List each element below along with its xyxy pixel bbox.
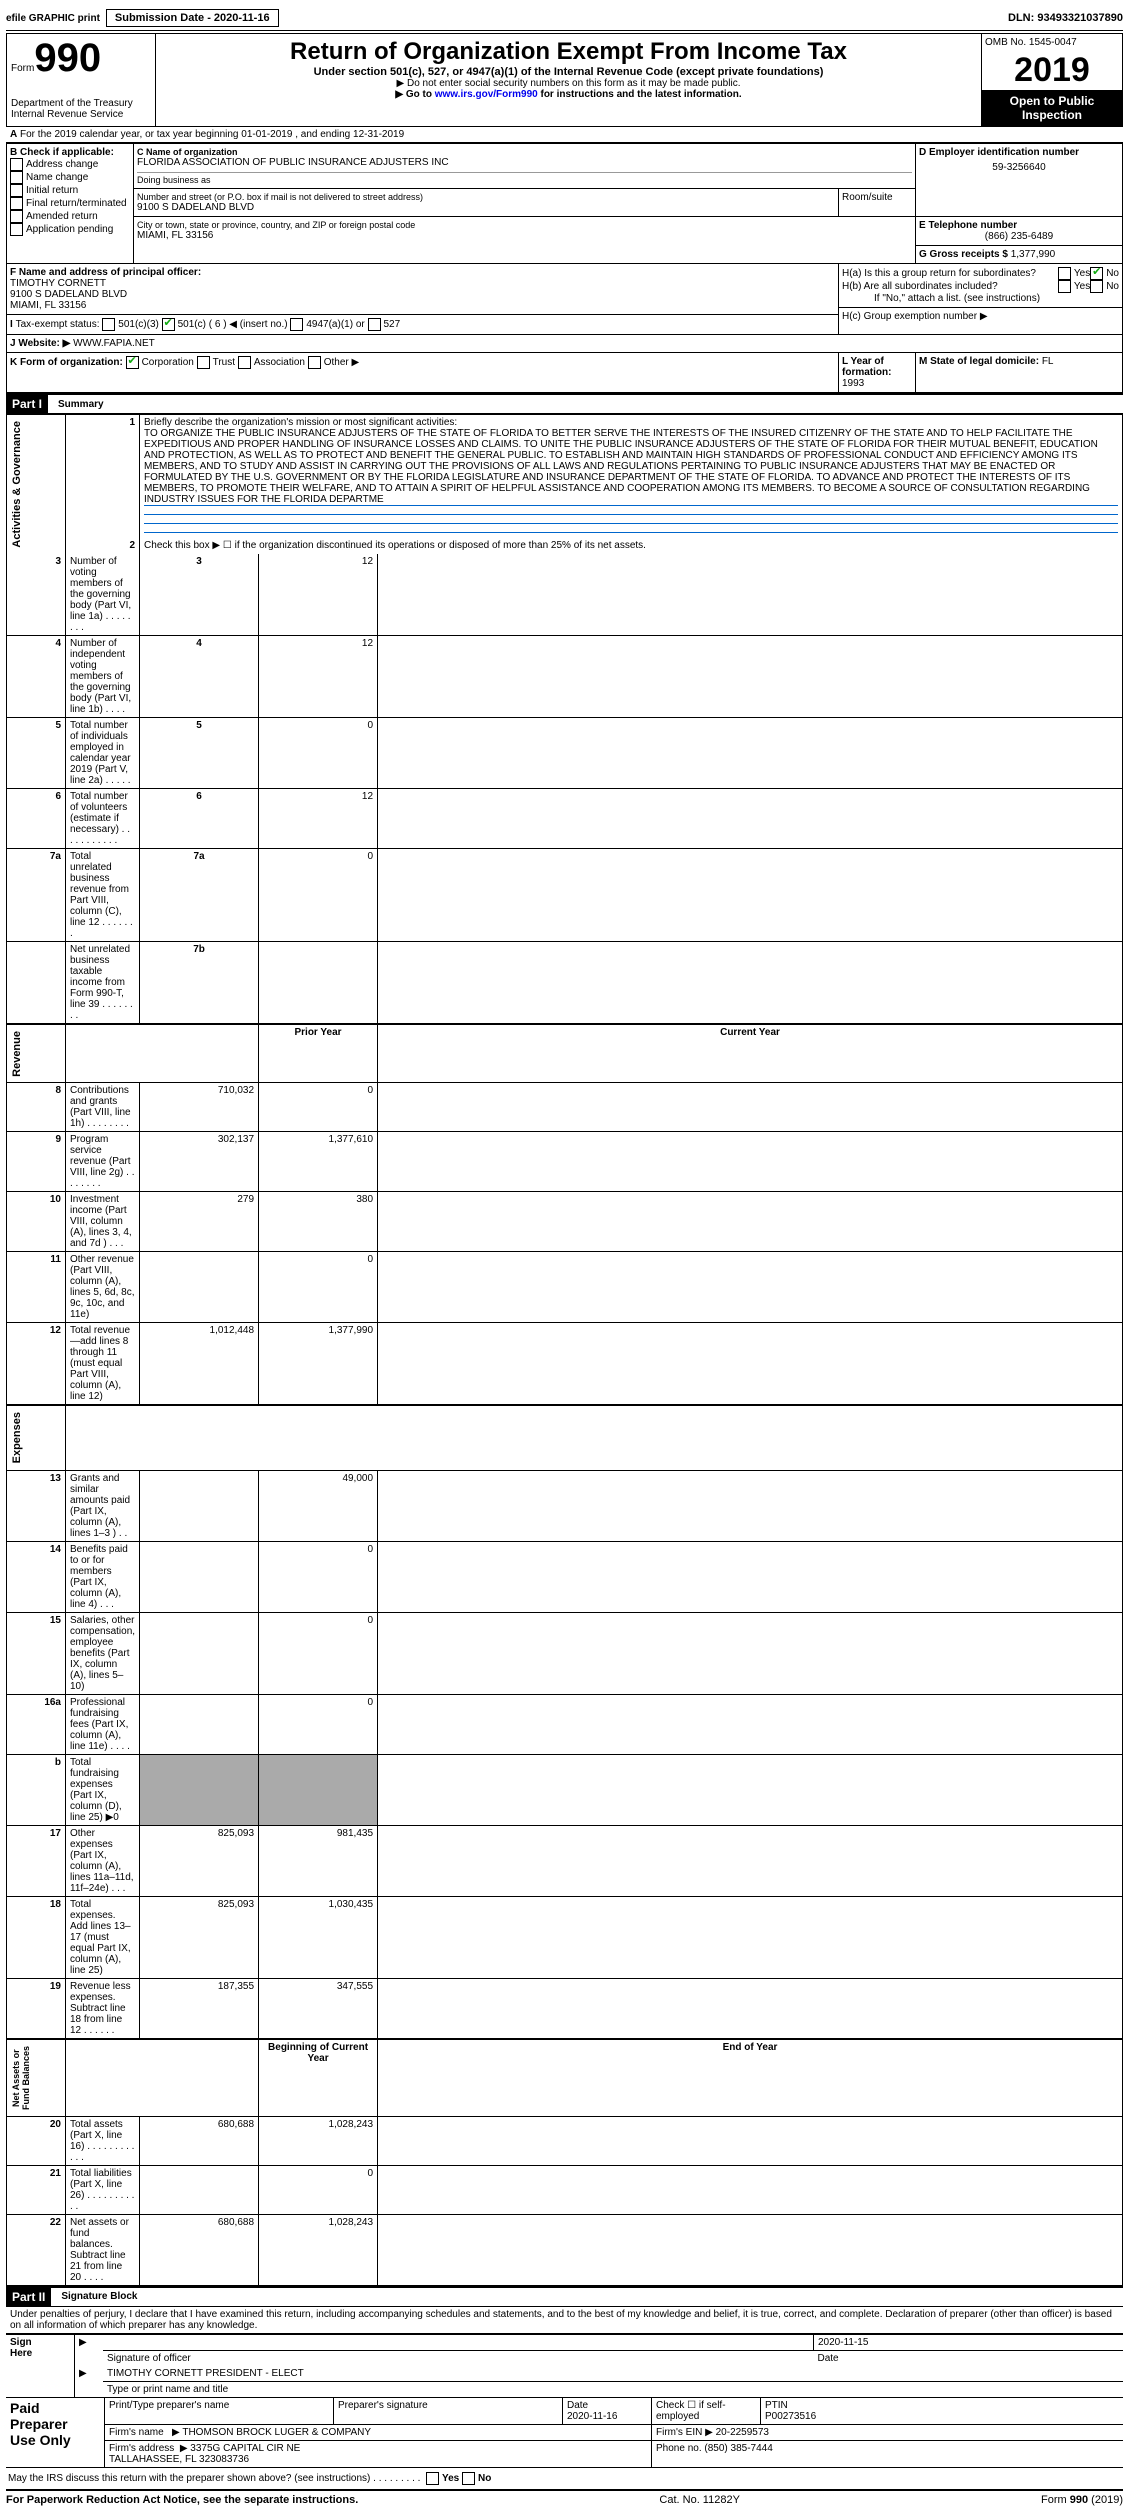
d-lbl: D Employer identification number (919, 147, 1119, 158)
submission-date[interactable]: Submission Date - 2020-11-16 (106, 9, 279, 27)
h-prior: Prior Year (259, 1024, 378, 1083)
omb: OMB No. 1545-0047 (982, 34, 1122, 51)
i-lbl: Tax-exempt status: (16, 319, 100, 330)
part-i-table: Activities & Governance 1 Briefly descri… (6, 414, 1123, 2286)
cb-app[interactable]: Application pending (26, 224, 113, 235)
decl: Under penalties of perjury, I declare th… (6, 2307, 1123, 2333)
l1-lbl: Briefly describe the organization's miss… (144, 417, 457, 428)
form-sub1: Under section 501(c), 527, or 4947(a)(1)… (160, 66, 977, 78)
f-val: TIMOTHY CORNETT 9100 S DADELAND BLVD MIA… (10, 278, 835, 311)
form-label: Form (11, 63, 34, 74)
m-lbl: M State of legal domicile: (919, 356, 1039, 367)
addr: 9100 S DADELAND BLVD (137, 202, 835, 213)
h-end: End of Year (378, 2039, 1123, 2117)
cb-address[interactable]: Address change (26, 159, 98, 170)
discuss: May the IRS discuss this return with the… (6, 2467, 1123, 2489)
box-b-label: B Check if applicable: (10, 147, 130, 158)
cb-final[interactable]: Final return/terminated (26, 198, 127, 209)
dln: DLN: 93493321037890 (1008, 12, 1123, 24)
l-lbl: L Year of formation: (842, 356, 891, 378)
irs-link[interactable]: www.irs.gov/Form990 (435, 89, 538, 100)
k-lbl: K Form of organization: (10, 357, 123, 368)
header-table: Form990 Department of the Treasury Inter… (6, 33, 1123, 127)
form-title: Return of Organization Exempt From Incom… (160, 38, 977, 66)
room-lbl: Room/suite (839, 189, 916, 217)
side-rev: Revenue (11, 1027, 23, 1081)
hb-note: If "No," attach a list. (see instruction… (842, 293, 1119, 304)
h-curr: Current Year (378, 1024, 1123, 1083)
cb-initial[interactable]: Initial return (26, 185, 78, 196)
line-a: A For the 2019 calendar year, or tax yea… (6, 127, 1123, 143)
paid-block: Paid Preparer Use Only Print/Type prepar… (6, 2397, 1123, 2467)
h-begin: Beginning of Current Year (259, 2039, 378, 2117)
e-val: (866) 235-6489 (919, 231, 1119, 242)
dept-label: Department of the Treasury Internal Reve… (11, 98, 151, 120)
c-name-lbl: C Name of organization (137, 147, 912, 157)
period: For the 2019 calendar year, or tax year … (20, 129, 404, 140)
open-public: Open to Public Inspection (982, 90, 1122, 126)
efile-label: efile GRAPHIC print (6, 13, 100, 24)
sig-date: 2020-11-15 (814, 2334, 1124, 2351)
officer-name: TIMOTHY CORNETT PRESIDENT - ELECT (103, 2366, 1123, 2382)
form-sub2: ▶ Do not enter social security numbers o… (160, 78, 977, 89)
side-exp: Expenses (11, 1408, 23, 1467)
hb: H(b) Are all subordinates included? (842, 281, 1058, 292)
hc: H(c) Group exemption number ▶ (842, 311, 988, 322)
form-990: 990 (34, 36, 101, 80)
addr-lbl: Number and street (or P.O. box if mail i… (137, 192, 835, 202)
city-lbl: City or town, state or province, country… (137, 220, 912, 230)
l1-text: TO ORGANIZE THE PUBLIC INSURANCE ADJUSTE… (144, 428, 1098, 505)
sign-here: Sign Here (6, 2334, 75, 2366)
d-val: 59-3256640 (919, 162, 1119, 173)
side-ag: Activities & Governance (11, 417, 23, 552)
g-val: 1,377,990 (1011, 249, 1056, 260)
ha: H(a) Is this a group return for subordin… (842, 268, 1058, 279)
sign-block: Sign Here ▶ 2020-11-15 Signature of offi… (6, 2333, 1123, 2397)
cb-amended[interactable]: Amended return (26, 211, 98, 222)
c-name: FLORIDA ASSOCIATION OF PUBLIC INSURANCE … (137, 157, 912, 168)
g-lbl: G Gross receipts $ (919, 249, 1008, 260)
tax-year: 2019 (982, 51, 1122, 90)
side-net: Net Assets or Fund Balances (11, 2042, 31, 2114)
topbar: efile GRAPHIC print Submission Date - 20… (6, 6, 1123, 31)
l2: Check this box ▶ ☐ if the organization d… (140, 538, 1123, 553)
f-lbl: F Name and address of principal officer: (10, 267, 835, 278)
footer: For Paperwork Reduction Act Notice, see … (6, 2489, 1123, 2506)
cb-name[interactable]: Name change (26, 172, 88, 183)
form-sub3: ▶ Go to www.irs.gov/Form990 for instruct… (160, 89, 977, 100)
dba-lbl: Doing business as (137, 172, 912, 185)
j-val[interactable]: WWW.FAPIA.NET (73, 338, 155, 349)
city: MIAMI, FL 33156 (137, 230, 912, 241)
j-lbl: J Website: ▶ (10, 338, 70, 349)
info-grid: B Check if applicable: Address change Na… (6, 143, 1123, 393)
paid-lbl: Paid Preparer Use Only (6, 2397, 105, 2467)
part-ii-hdr: Part IISignature Block (6, 2286, 1123, 2307)
part-i-hdr: Part ISummary (6, 393, 1123, 414)
e-lbl: E Telephone number (919, 220, 1119, 231)
